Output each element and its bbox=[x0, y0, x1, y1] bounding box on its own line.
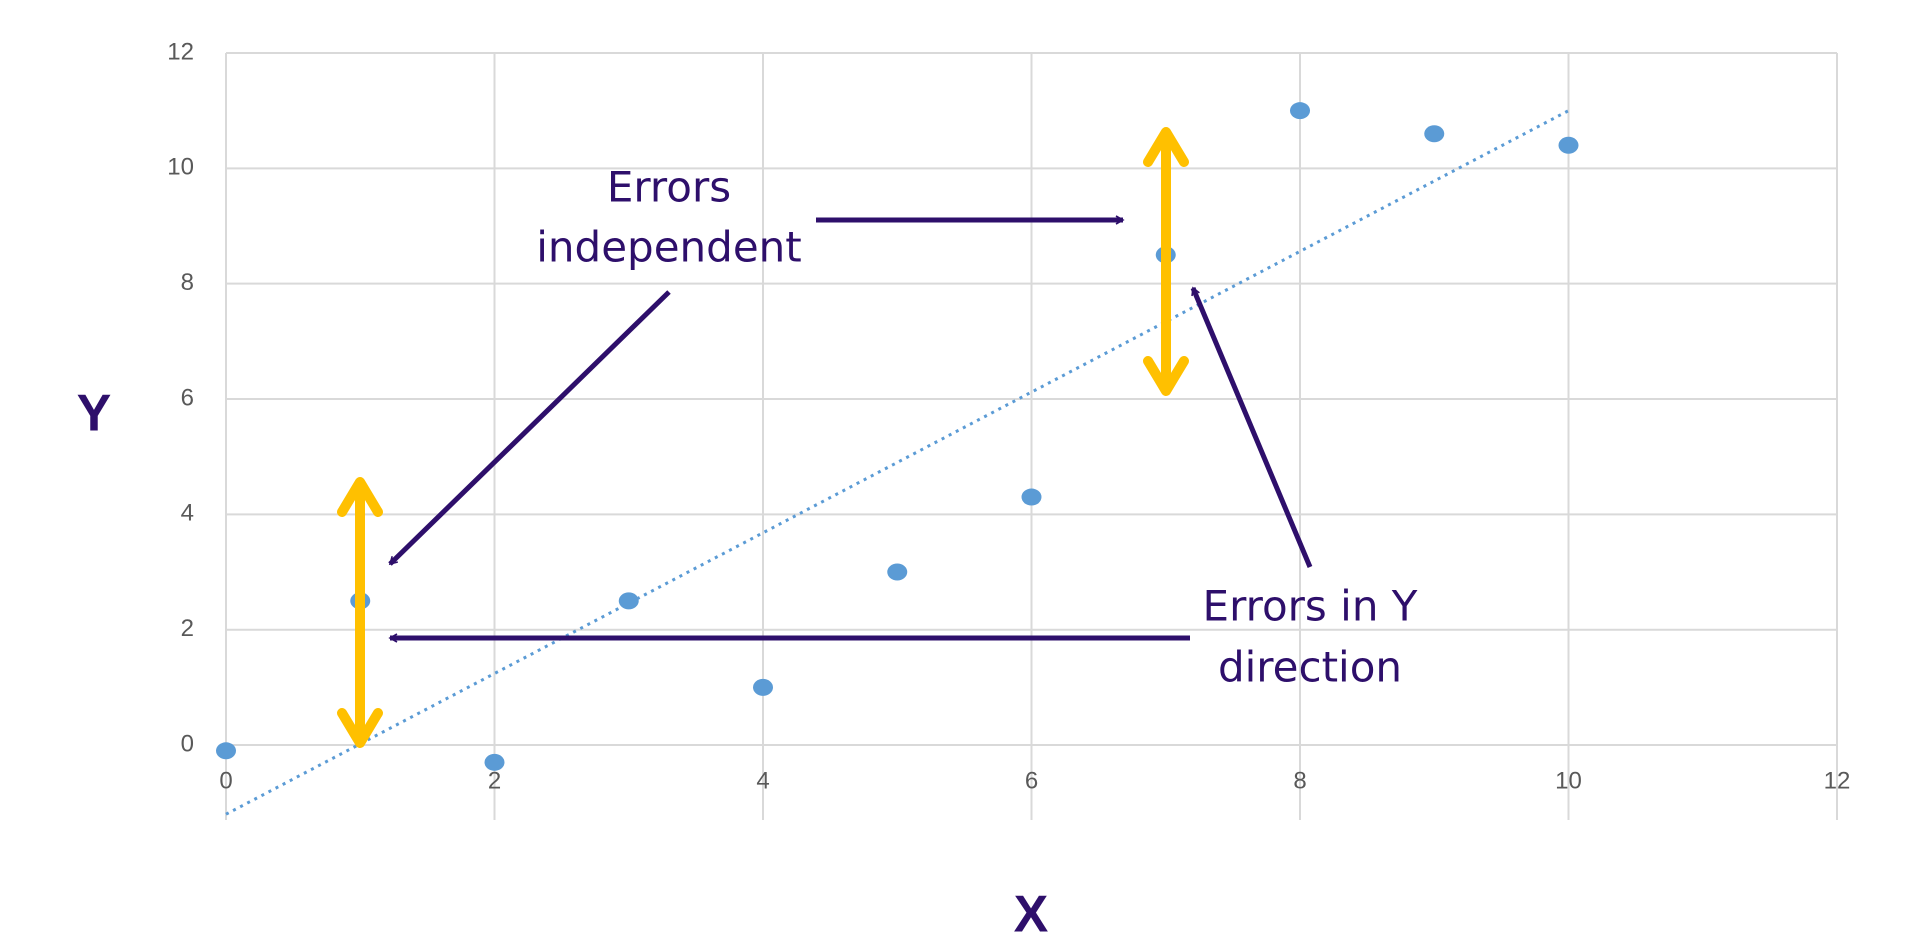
error-arrows bbox=[337, 127, 1189, 748]
annotation: Errors in Y bbox=[1203, 582, 1418, 631]
y-tick-label: 12 bbox=[167, 38, 194, 65]
x-tick-label: 2 bbox=[488, 767, 501, 794]
arrow-head bbox=[337, 708, 383, 748]
annotation: independent bbox=[536, 223, 802, 272]
point bbox=[484, 753, 505, 771]
annotation: Errors bbox=[607, 163, 731, 212]
point bbox=[887, 563, 908, 581]
plot-area: 0 2 4 6 8 10 12 0 2 4 6 8 10 12 bbox=[167, 38, 1850, 820]
pointer-arrows bbox=[388, 215, 1313, 643]
y-tick-label: 2 bbox=[181, 615, 194, 642]
x-tick-label: 0 bbox=[219, 767, 232, 794]
point bbox=[1558, 136, 1579, 154]
y-tick-label: 10 bbox=[167, 154, 194, 181]
point bbox=[753, 678, 773, 696]
y-tick-label: 8 bbox=[181, 269, 194, 296]
point bbox=[216, 742, 236, 760]
point bbox=[618, 592, 639, 610]
x-tick-label: 4 bbox=[756, 767, 769, 794]
y-axis-label: Y bbox=[77, 385, 112, 443]
x-tick-label: 8 bbox=[1293, 767, 1306, 794]
point bbox=[1290, 102, 1310, 120]
y-tick-label: 4 bbox=[181, 500, 194, 527]
annotation: direction bbox=[1218, 643, 1402, 692]
arrow-head bbox=[337, 477, 383, 517]
x-tick-label: 6 bbox=[1025, 767, 1038, 794]
x-tick-label: 10 bbox=[1555, 767, 1582, 794]
arrow-head bbox=[1143, 356, 1189, 396]
point bbox=[1021, 488, 1042, 506]
y-tick-label: 0 bbox=[181, 730, 194, 757]
y-tick-label: 6 bbox=[181, 384, 194, 411]
trendline bbox=[225, 109, 1570, 816]
arrow-head bbox=[1143, 127, 1189, 167]
pointer-arrow bbox=[1190, 286, 1313, 568]
x-tick-label: 12 bbox=[1824, 767, 1851, 794]
point bbox=[1424, 125, 1445, 143]
x-axis-label: X bbox=[1014, 886, 1049, 944]
pointer-arrow bbox=[388, 290, 671, 566]
